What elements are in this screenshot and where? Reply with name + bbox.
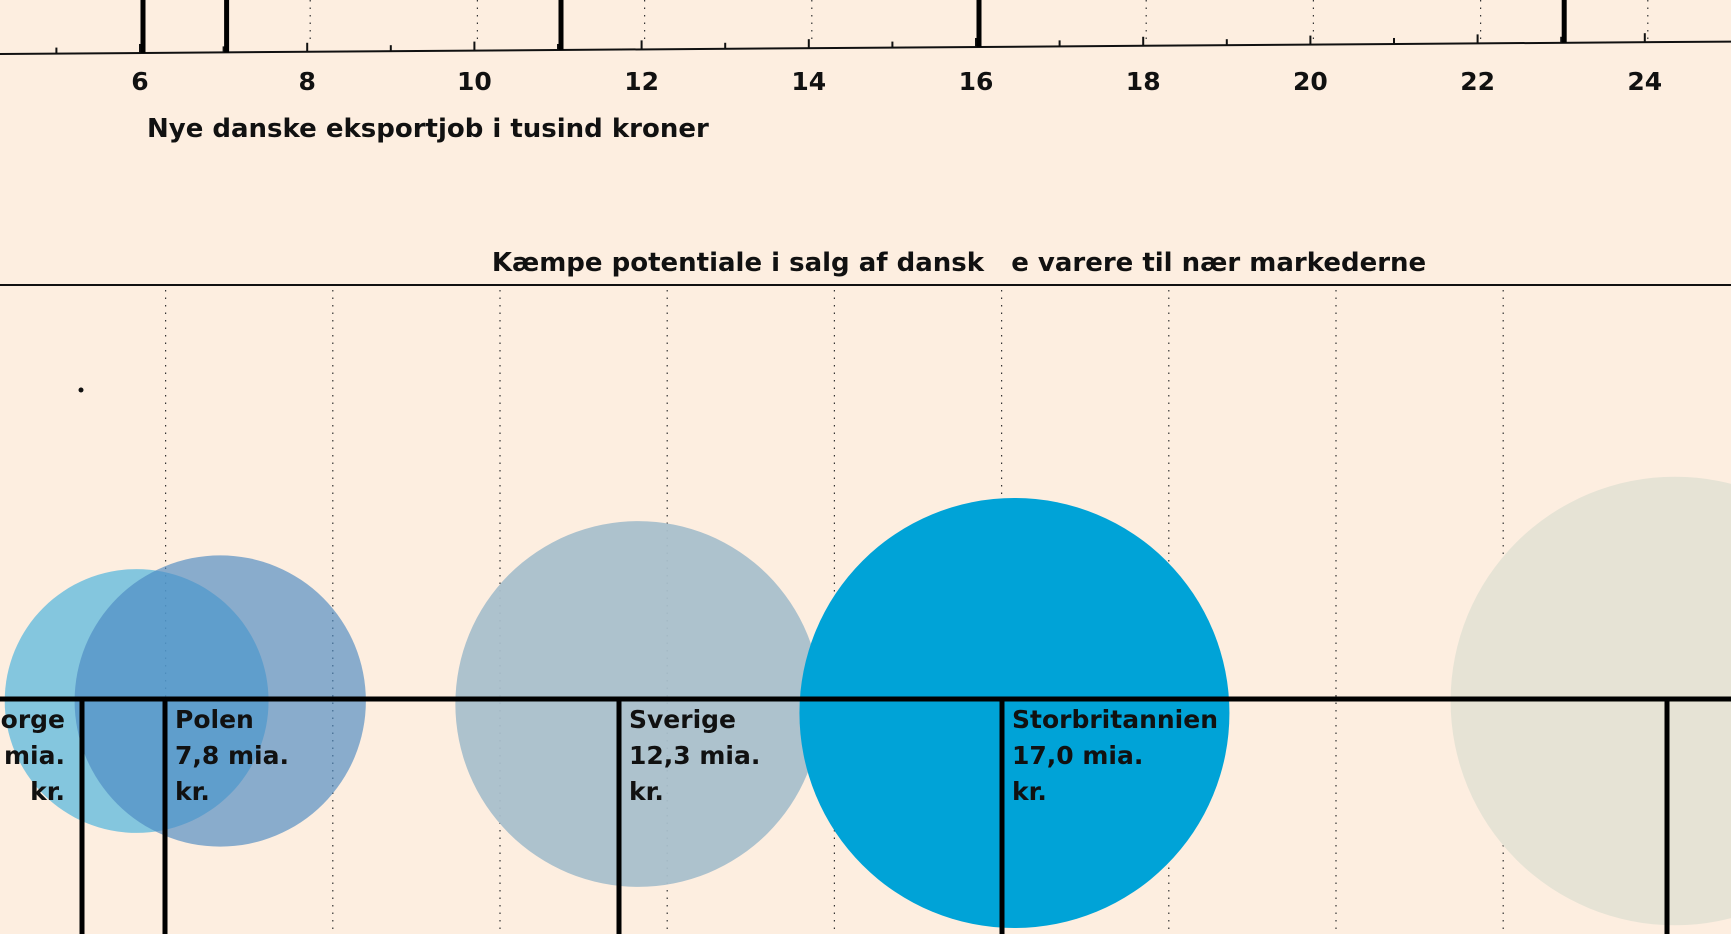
stray-dot: [78, 387, 84, 393]
top-axis-tick-label: 10: [457, 67, 492, 96]
top-axis: 6 8 10 12 14 16 18 20 22 24: [0, 0, 1731, 96]
chart-title: Kæmpe potentiale i salg af dansk e varer…: [492, 248, 1426, 278]
top-axis-tick-label: 24: [1627, 67, 1662, 96]
bubble-label: 7,8 mia.: [175, 741, 289, 770]
bubble-layer: [4, 476, 1731, 928]
top-axis-tick-label: 22: [1460, 67, 1495, 96]
bubble: [455, 521, 822, 887]
top-axis-tick-label: 6: [131, 67, 148, 96]
bubble-label: 12,3 mia.: [629, 741, 760, 770]
top-axis-tick-label: 18: [1126, 67, 1161, 96]
top-axis-tick-label: 20: [1293, 67, 1328, 96]
bubble: [799, 498, 1230, 928]
bubble-label: Storbritannien: [1012, 705, 1218, 734]
bubble-label: kr.: [175, 777, 210, 806]
top-axis-tick-label: 8: [298, 67, 315, 96]
bubble-label: mia.: [4, 741, 65, 770]
top-axis-tick-label: 16: [959, 67, 994, 96]
label-layer: Norge mia. kr. Polen 7,8 mia. kr. Sverige 12,3 …: [0, 705, 1218, 806]
bubble-label: Sverige: [629, 705, 736, 734]
bubble-label: Polen: [175, 705, 254, 734]
top-axis-tick-label: 14: [791, 67, 826, 96]
stem-layer: [79, 699, 1670, 934]
bubble-label: Norge: [0, 705, 65, 734]
bubble-label: kr.: [30, 777, 65, 806]
top-axis-line: [0, 40, 1731, 55]
bubble-label: kr.: [629, 777, 664, 806]
top-axis-tick-label: 12: [624, 67, 659, 96]
bubble-label: kr.: [1012, 777, 1047, 806]
x-axis-title: Nye danske eksportjob i tusind kroner: [147, 114, 709, 144]
bubble-label: 17,0 mia.: [1012, 741, 1143, 770]
